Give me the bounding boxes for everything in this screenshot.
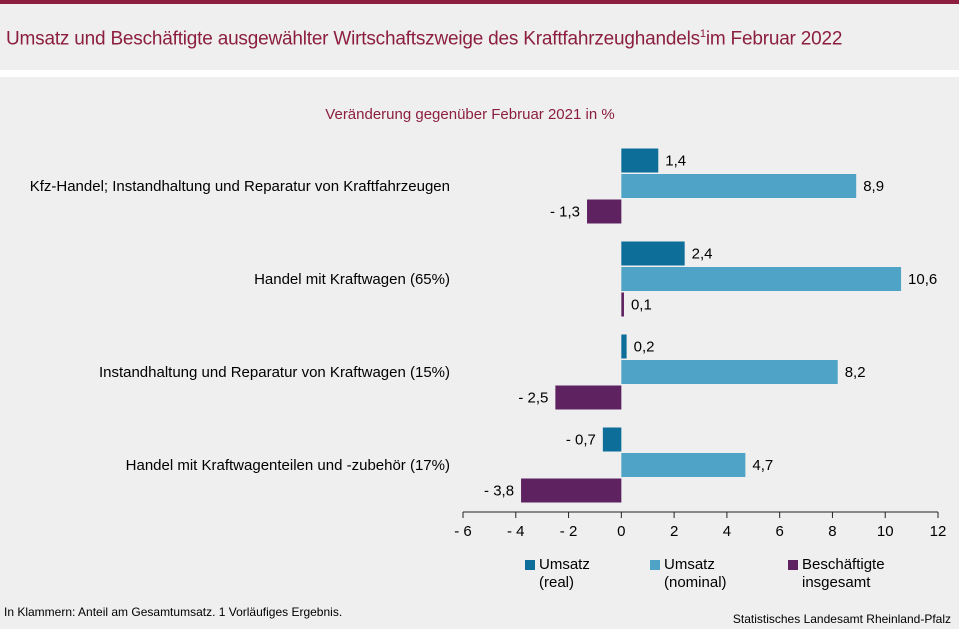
bar-value-label: 8,2 — [845, 364, 866, 381]
header: Umsatz und Beschäftigte ausgewählter Wir… — [0, 4, 959, 70]
bar — [621, 241, 685, 266]
bar-value-label: - 3,8 — [484, 483, 514, 500]
bar — [521, 478, 622, 503]
bar-value-label: - 1,3 — [550, 204, 580, 221]
page-title: Umsatz und Beschäftigte ausgewählter Wir… — [6, 28, 843, 50]
bar — [621, 292, 624, 317]
bar-value-label: 0,2 — [634, 339, 655, 356]
bar-value-label: 2,4 — [692, 246, 713, 263]
x-tick-label: 10 — [877, 523, 894, 540]
legend-label-line1: Umsatz — [539, 556, 590, 573]
x-tick-label: 2 — [670, 523, 678, 540]
x-tick-label: - 6 — [454, 523, 472, 540]
bar-value-label: 4,7 — [752, 457, 773, 474]
header-divider — [0, 70, 959, 77]
category-label: Kfz-Handel; Instandhaltung und Reparatur… — [30, 178, 450, 195]
legend-swatch-umsatz-real — [525, 560, 535, 570]
bar-value-label: - 2,5 — [518, 390, 548, 407]
bar — [621, 148, 659, 173]
x-tick-label: 0 — [617, 523, 625, 540]
source-credit: Statistisches Landesamt Rheinland-Pfalz — [732, 612, 951, 626]
legend-label-line2: (real) — [539, 574, 575, 591]
category-label: Instandhaltung und Reparatur von Kraftwa… — [99, 364, 450, 381]
legend-label-line2: insgesamt — [802, 574, 871, 591]
bar-value-label: 8,9 — [863, 178, 884, 195]
bar — [621, 453, 746, 477]
chart-subtitle: Veränderung gegenüber Februar 2021 in % — [325, 106, 615, 123]
bar — [621, 174, 857, 198]
footnote: In Klammern: Anteil am Gesamtumsatz. 1 V… — [4, 605, 343, 619]
bar-value-label: 1,4 — [665, 153, 686, 170]
x-tick-label: 12 — [930, 523, 947, 540]
x-tick-label: - 2 — [560, 523, 578, 540]
top-accent-bar — [0, 0, 959, 4]
bar — [621, 334, 627, 359]
legend-label-line1: Umsatz — [664, 556, 715, 573]
category-label: Handel mit Kraftwagenteilen und -zubehör… — [126, 457, 450, 474]
legend-label-line1: Beschäftigte — [802, 556, 885, 573]
bar-value-label: 0,1 — [631, 297, 652, 314]
bar-value-label: - 0,7 — [566, 432, 596, 449]
bar — [555, 385, 622, 410]
x-tick-label: 6 — [775, 523, 783, 540]
x-tick-label: 8 — [828, 523, 836, 540]
bar — [621, 267, 902, 291]
x-tick-label: - 4 — [507, 523, 525, 540]
bar — [587, 199, 622, 224]
bar — [602, 427, 622, 452]
legend-swatch-umsatz-nominal — [650, 560, 660, 570]
bar-value-label: 10,6 — [908, 271, 937, 288]
x-tick-label: 4 — [723, 523, 731, 540]
category-label: Handel mit Kraftwagen (65%) — [254, 271, 450, 288]
legend-label-line2: (nominal) — [664, 574, 727, 591]
legend-swatch-beschaeftigte — [788, 560, 798, 570]
bar — [621, 360, 838, 384]
